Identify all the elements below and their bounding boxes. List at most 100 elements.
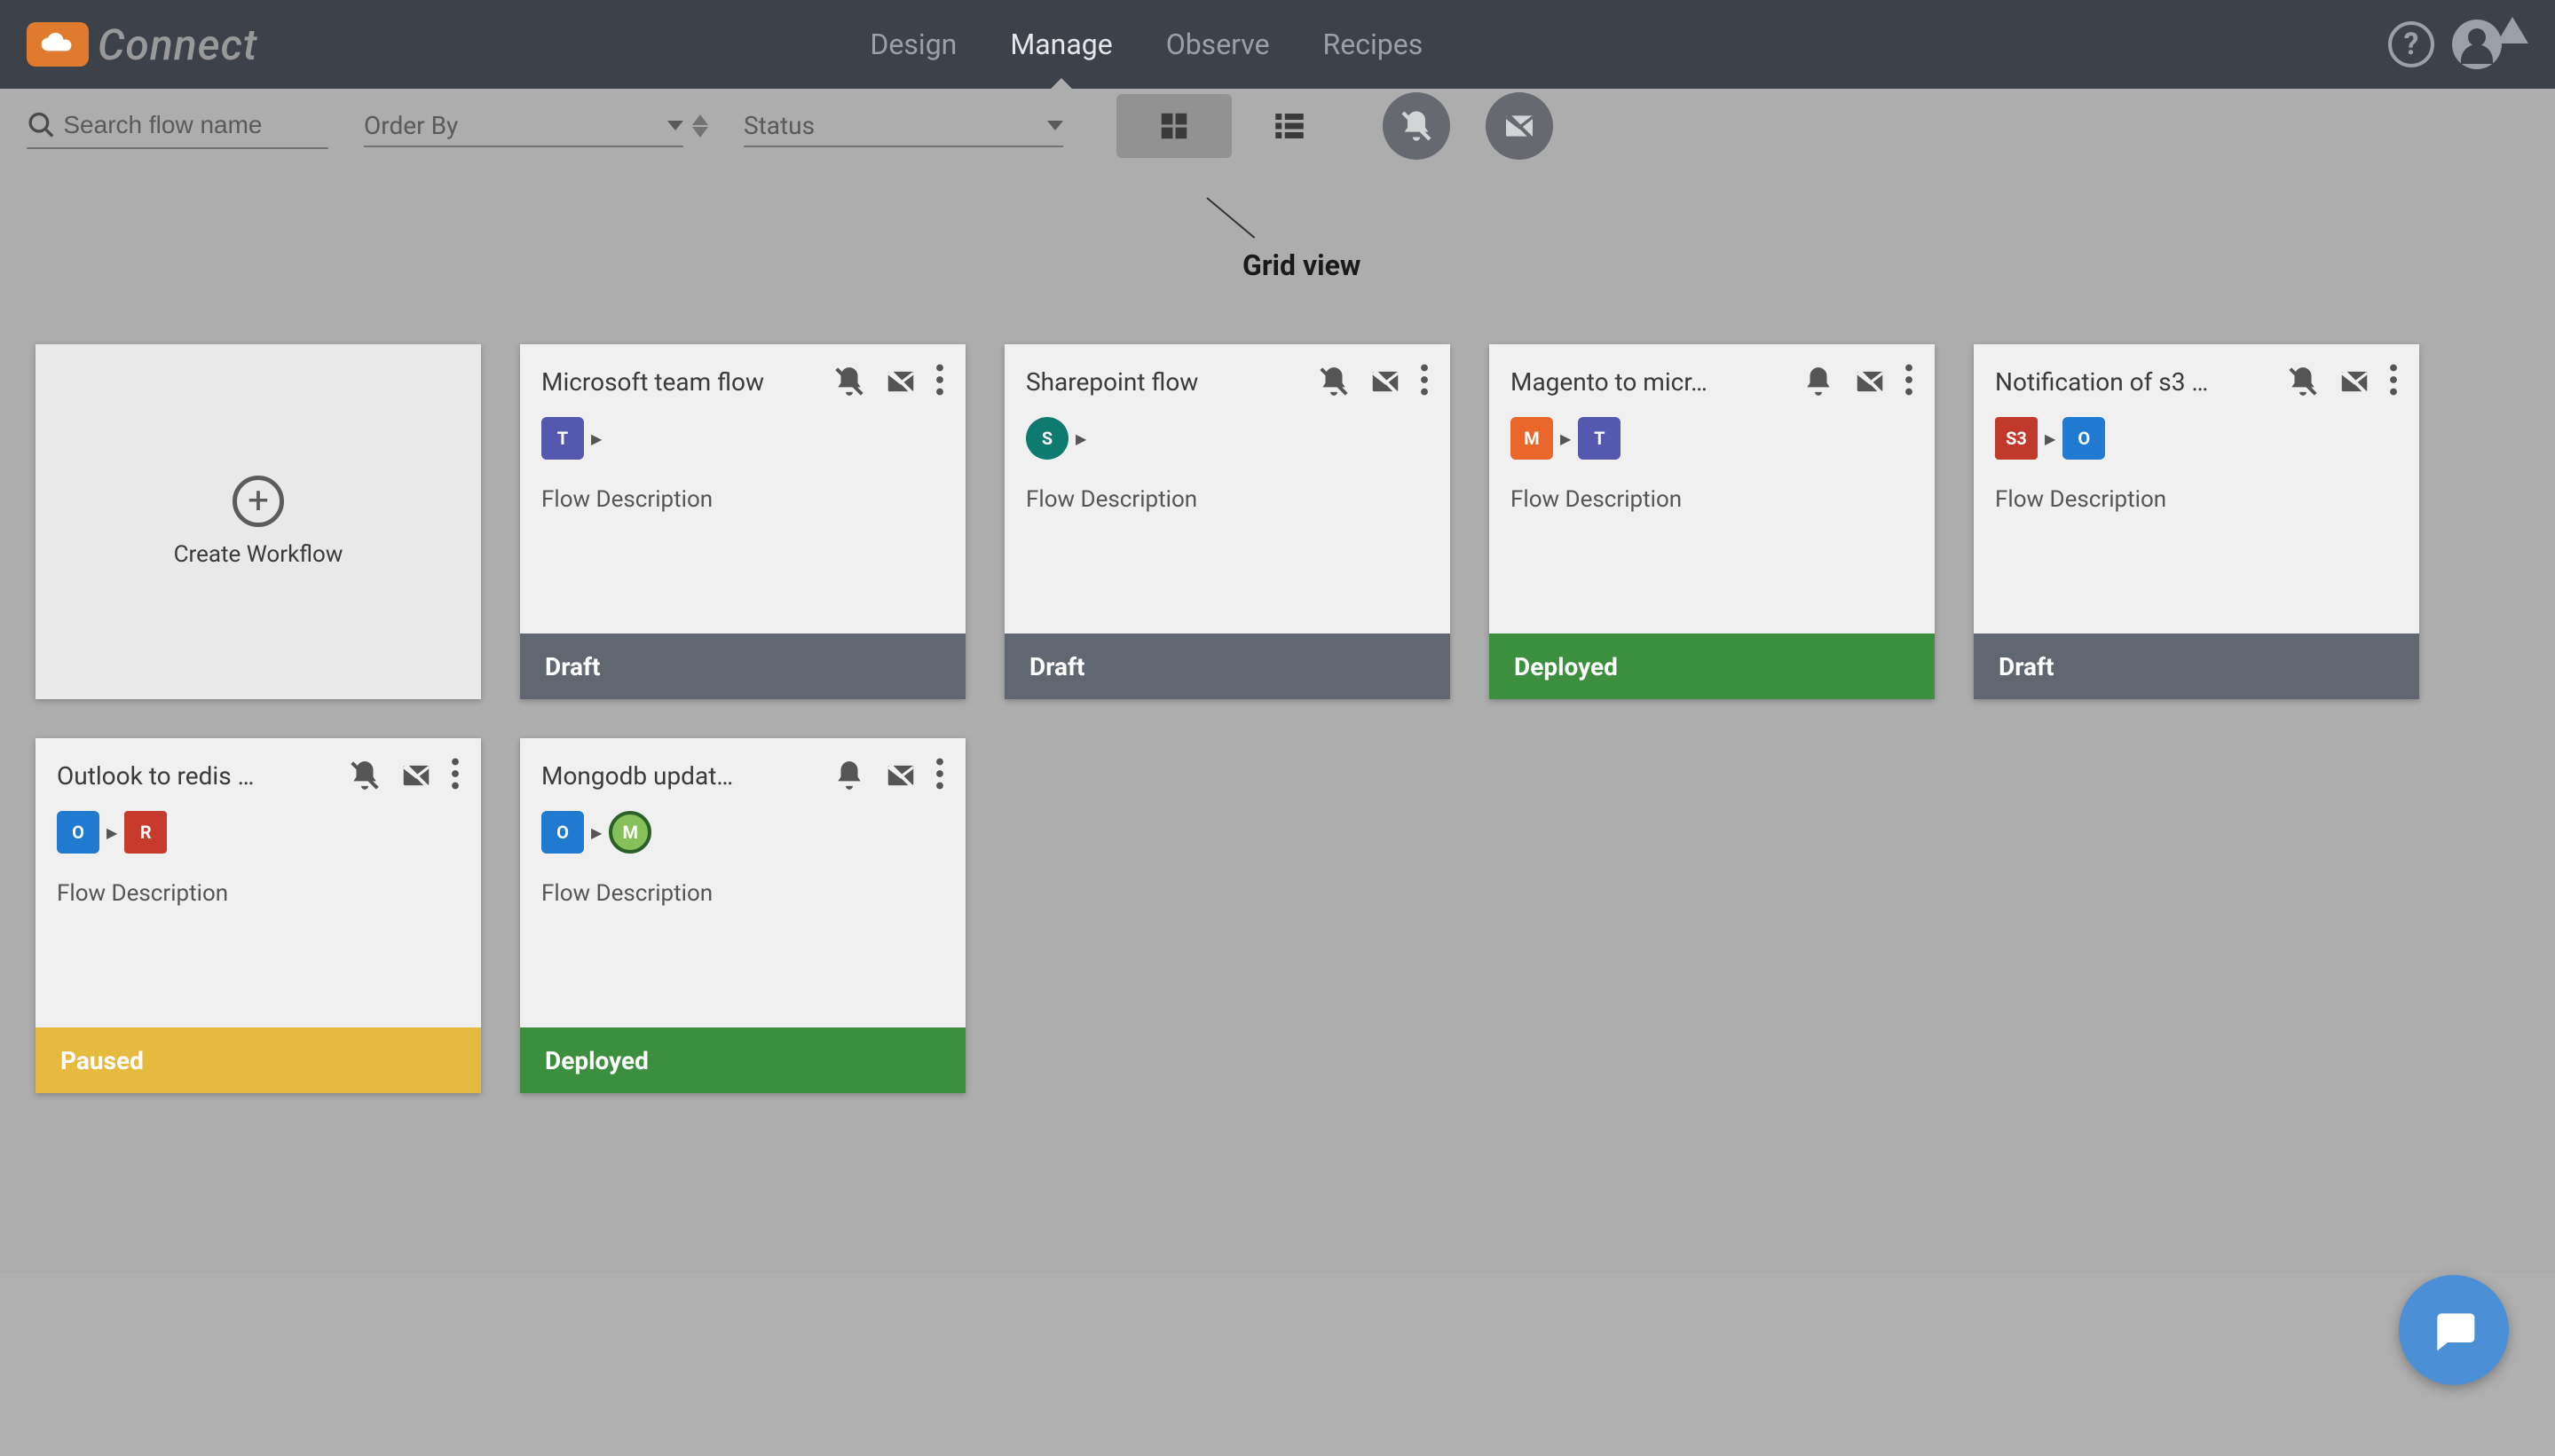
card-header: Notification of s3 … <box>1974 344 2419 408</box>
card-title: Magento to micr… <box>1510 367 1707 397</box>
card-flow-icons: M ▶ T <box>1489 408 1935 468</box>
card-mail-button[interactable] <box>1368 365 1402 398</box>
card-mail-button[interactable] <box>884 365 918 398</box>
card-mail-button[interactable] <box>399 759 433 792</box>
card-flow-icons: O▶M <box>520 802 966 862</box>
search-icon <box>27 108 56 142</box>
card-flow-icons: S▶ <box>1005 408 1450 468</box>
list-icon <box>1271 107 1308 145</box>
magento-icon: M <box>1510 417 1553 460</box>
sharepoint-icon: S <box>1026 417 1069 460</box>
card-description: Flow Description <box>1005 468 1450 531</box>
mongodb-icon: M <box>609 811 651 854</box>
search-field-wrap[interactable] <box>27 103 328 149</box>
redis-icon: R <box>124 811 167 854</box>
kebab-menu-icon <box>935 364 944 396</box>
user-menu[interactable] <box>2452 20 2528 69</box>
grid-view-button[interactable] <box>1116 94 1232 158</box>
card-status-badge: Deployed <box>1489 634 1935 699</box>
create-workflow-card[interactable]: + Create Workflow <box>35 344 481 699</box>
chevron-down-icon <box>667 121 683 130</box>
brand-logo[interactable]: Connect <box>27 20 257 70</box>
card-description: Flow Description <box>35 862 481 925</box>
workflow-card[interactable]: Notification of s3 …S3▶OFlow Description… <box>1974 344 2419 699</box>
card-header: Sharepoint flow <box>1005 344 1450 408</box>
workflow-card[interactable]: Outlook to redis …O▶RFlow DescriptionPau… <box>35 738 481 1093</box>
card-bell-button[interactable] <box>1802 365 1835 398</box>
bell-off-icon <box>2286 365 2320 398</box>
chat-fab[interactable] <box>2399 1275 2509 1385</box>
mute-all-button[interactable] <box>1383 92 1450 160</box>
mail-off-icon <box>884 365 918 398</box>
workflow-card[interactable]: Magento to micr… M ▶ T Flow Description Deplo… <box>1489 344 1935 699</box>
user-avatar-icon <box>2452 20 2502 69</box>
card-flow-icons: T▶ <box>520 408 966 468</box>
card-kebab-menu[interactable] <box>1420 364 1429 399</box>
card-header: Magento to micr… <box>1489 344 1935 408</box>
kebab-menu-icon <box>451 758 460 790</box>
mail-off-icon <box>1853 365 1887 398</box>
search-input[interactable] <box>63 111 328 139</box>
card-header: Outlook to redis … <box>35 738 481 802</box>
workflow-grid: + Create Workflow Microsoft team flowT▶F… <box>35 344 2520 1093</box>
workflow-card[interactable]: Mongodb updat…O▶MFlow DescriptionDeploye… <box>520 738 966 1093</box>
nav-tab-recipes[interactable]: Recipes <box>1314 1 1432 88</box>
card-description: Flow Description <box>1489 468 1935 531</box>
flow-arrow-icon: ▶ <box>591 824 602 841</box>
card-status-badge: Deployed <box>520 1027 966 1093</box>
card-status-badge: Draft <box>1974 634 2419 699</box>
mail-off-icon <box>1368 365 1402 398</box>
card-bell-button[interactable] <box>832 759 866 792</box>
list-view-button[interactable] <box>1232 94 1347 158</box>
card-status-badge: Draft <box>1005 634 1450 699</box>
s3-icon: S3 <box>1995 417 2038 460</box>
card-bell-button[interactable] <box>1317 365 1351 398</box>
card-bell-button[interactable] <box>2286 365 2320 398</box>
card-description: Flow Description <box>520 862 966 925</box>
flow-arrow-icon: ▶ <box>591 430 602 447</box>
create-workflow-label: Create Workflow <box>174 541 343 568</box>
view-toggle <box>1116 94 1347 158</box>
outlook-icon: O <box>57 811 99 854</box>
main-nav-tabs: Design Manage Observe Recipes <box>861 1 1431 88</box>
card-mail-button[interactable] <box>2338 365 2371 398</box>
card-kebab-menu[interactable] <box>1904 364 1913 399</box>
nav-tab-manage[interactable]: Manage <box>1001 1 1121 88</box>
help-icon[interactable]: ? <box>2388 21 2434 67</box>
nav-tab-observe[interactable]: Observe <box>1157 1 1279 88</box>
card-kebab-menu[interactable] <box>935 364 944 399</box>
warning-icon <box>2496 17 2528 43</box>
sort-direction-toggle[interactable] <box>692 114 708 138</box>
card-title: Outlook to redis … <box>57 761 254 791</box>
workflow-card[interactable]: Microsoft team flowT▶Flow DescriptionDra… <box>520 344 966 699</box>
chevron-down-icon <box>1047 121 1063 130</box>
card-header: Microsoft team flow <box>520 344 966 408</box>
card-flow-icons: S3▶O <box>1974 408 2419 468</box>
flow-arrow-icon: ▶ <box>1560 430 1571 447</box>
status-dropdown[interactable]: Status <box>744 106 1063 147</box>
card-kebab-menu[interactable] <box>2389 364 2398 399</box>
card-kebab-menu[interactable] <box>935 758 944 793</box>
card-bell-button[interactable] <box>832 365 866 398</box>
outlook-icon: O <box>2062 417 2105 460</box>
bell-icon <box>1802 365 1835 398</box>
card-kebab-menu[interactable] <box>451 758 460 793</box>
mail-off-icon <box>2338 365 2371 398</box>
mail-off-icon <box>1502 108 1537 144</box>
nav-tab-design[interactable]: Design <box>861 1 966 88</box>
card-title: Notification of s3 … <box>1995 367 2208 397</box>
kebab-menu-icon <box>1420 364 1429 396</box>
card-bell-button[interactable] <box>348 759 382 792</box>
email-off-button[interactable] <box>1486 92 1553 160</box>
card-actions <box>832 758 944 793</box>
card-description: Flow Description <box>520 468 966 531</box>
chat-icon <box>2429 1305 2479 1355</box>
order-by-dropdown[interactable]: Order By <box>364 106 683 147</box>
brand-name: Connect <box>98 20 257 70</box>
teams-icon: T <box>1578 417 1621 460</box>
card-actions <box>832 364 944 399</box>
mail-off-icon <box>399 759 433 792</box>
card-mail-button[interactable] <box>1853 365 1887 398</box>
workflow-card[interactable]: Sharepoint flowS▶Flow Description Draft <box>1005 344 1450 699</box>
card-mail-button[interactable] <box>884 759 918 792</box>
